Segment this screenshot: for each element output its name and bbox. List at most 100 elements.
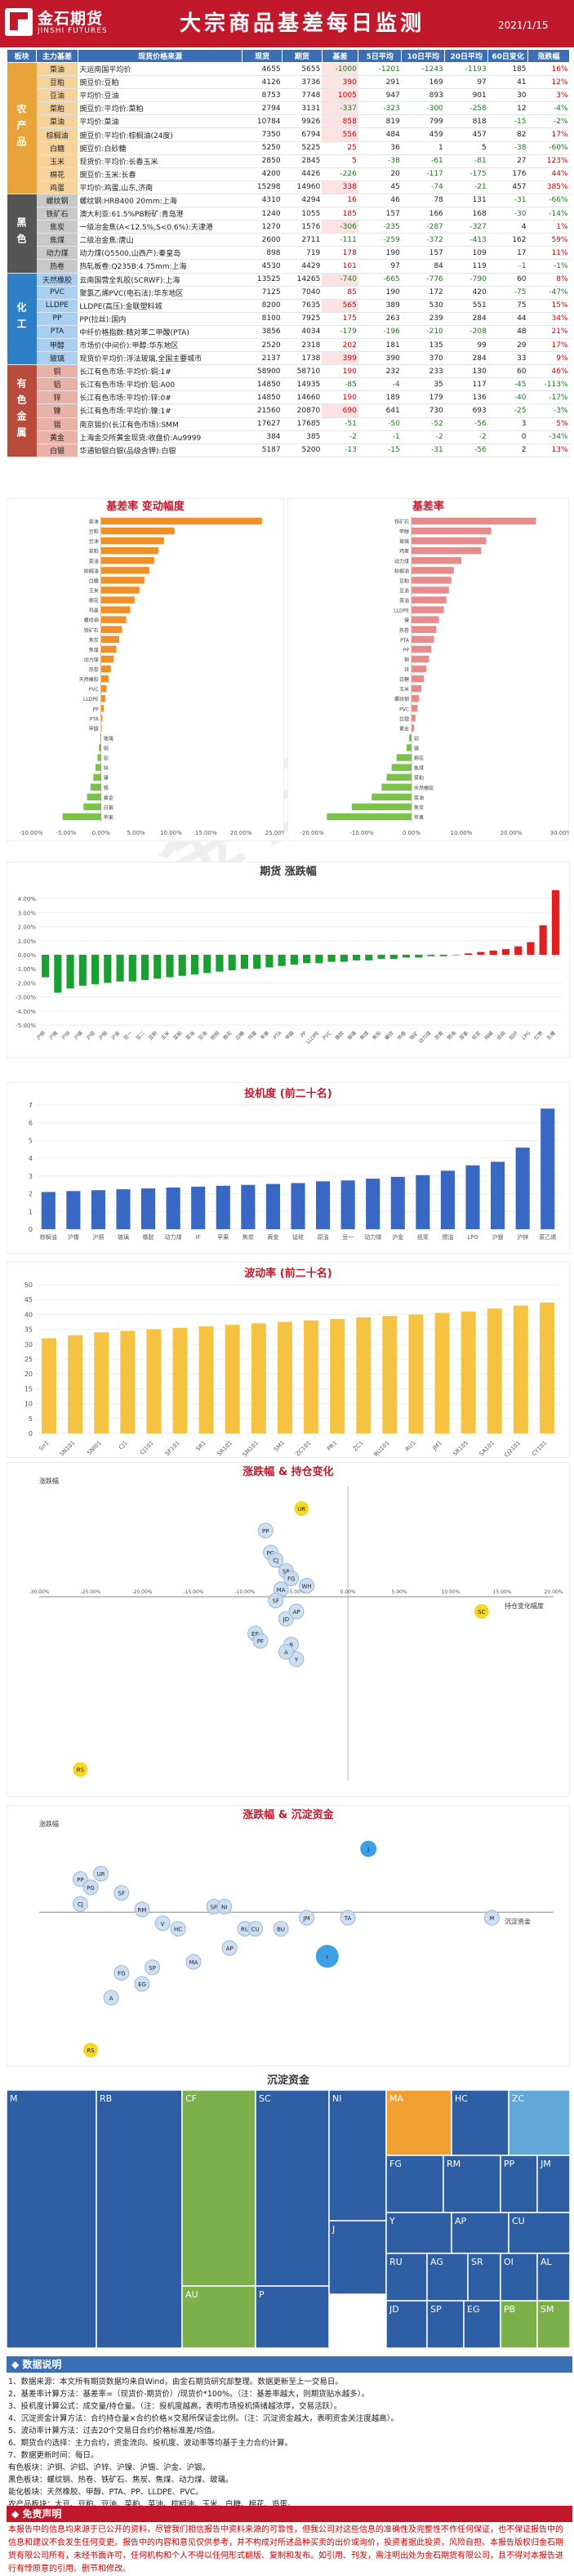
point-label: J — [367, 1847, 369, 1853]
treemap-label: SR — [471, 2257, 483, 2267]
bar — [100, 626, 122, 633]
table-cell: -111 — [322, 233, 358, 247]
tick-label: 0 — [29, 1226, 33, 1233]
table-cell: 399 — [322, 351, 358, 366]
table-cell: 556 — [322, 127, 358, 142]
bar-label: PTA — [90, 716, 100, 722]
basis-rate-change-chart: 基差率 变动幅度菜油豆粕豆油菜粕菜油棕榈油白糖玉米棉花鸡蛋螺纹钢铁矿石焦炭焦煤动… — [7, 498, 284, 841]
commodity-name: PP — [36, 312, 78, 326]
bar-label: LLDPE — [83, 697, 99, 702]
table-cell: 1576 — [282, 220, 323, 234]
table-cell: -1 — [358, 430, 402, 444]
bar — [412, 675, 425, 683]
bar-label: 菜油 — [414, 795, 424, 801]
table-row: LLDPE LLDPE(高压):金联塑料城 8200 7635 565 389 530 551… — [7, 299, 570, 313]
tick-label: 15 — [24, 1385, 33, 1393]
note-line: 有色板块：沪铜、沪铝、沪锌、沪镍、沪锡、沪金、沪银。 — [8, 2463, 211, 2472]
bar-label: 豆一 — [342, 1234, 354, 1241]
bar-label: 沪锌 — [517, 1233, 528, 1241]
point-label: RS — [87, 2048, 95, 2054]
table-row: 铁矿石 澳大利亚:61.5%PB粉矿:青岛港 1240 1055 185 157 166 16… — [7, 207, 570, 221]
treemap-label: PP — [504, 2159, 515, 2169]
table-row: 棕榈油 豌豆价:平均价:棕榈油(24度) 7350 6794 556 484 459 457 8… — [7, 127, 570, 142]
table-row: 鸡蛋 平均价:鸡蛋,山东,济南 15298 14960 338 45 -74 -21 457 38… — [7, 180, 570, 194]
note-line: 2、基差率计算方法：基差率=（现货价-期货价）/现货价*100%。（注：基差率越… — [8, 2390, 370, 2399]
bar-label: 铁矿石 — [84, 627, 99, 634]
table-cell: -34% — [527, 430, 570, 444]
treemap-label: ZC — [512, 2093, 525, 2104]
bar — [412, 724, 415, 732]
table-cell: 6794 — [282, 127, 323, 142]
commodity-name: 菜油 — [36, 62, 78, 77]
bar — [54, 955, 62, 993]
point-label: TA — [344, 1915, 352, 1922]
commodity-name: 铝 — [36, 377, 78, 392]
treemap-cell — [181, 2089, 256, 2287]
point-label: RU — [241, 1927, 249, 1933]
bar-label: 天然橡胶 — [414, 785, 434, 791]
table-cell: -17% — [527, 390, 570, 405]
bar-label: IF — [196, 1234, 201, 1241]
bar-label: 豆油 — [399, 588, 409, 595]
tick-label: 40 — [24, 1311, 33, 1318]
bar — [91, 955, 100, 985]
table-cell: 8200 — [242, 299, 283, 313]
point-label: NI — [221, 1905, 227, 1911]
table-cell: 457 — [444, 127, 488, 142]
bar — [513, 1305, 528, 1433]
table-row: 玉米 现货价:平均价:长春玉米 2850 2845 5 -38 -61 -81 27 123% — [7, 154, 570, 168]
point-label: AP — [292, 1609, 300, 1616]
note-line: 3、投机度计算公式：成交量/持仓量。（注：投机度越高，表明市场投机情绪越浓厚，交… — [8, 2402, 342, 2411]
col-header: 60日变化 — [487, 49, 529, 63]
table-cell: 5 — [322, 154, 358, 168]
tick-label: 15.00% — [195, 830, 217, 836]
table-cell: -208 — [444, 325, 488, 339]
disclaimer-heading: ◆ 免责声明 — [7, 2506, 572, 2522]
table-cell: 84 — [401, 259, 445, 274]
bar — [412, 517, 536, 525]
col-header: 现货 — [242, 49, 283, 63]
point-label: FG — [118, 1971, 125, 1977]
treemap-label: EG — [467, 2304, 479, 2315]
data-point — [315, 1945, 339, 1968]
bar-label: LLDPE — [394, 608, 409, 614]
table-cell: 4034 — [282, 325, 323, 339]
treemap-label: PB — [504, 2304, 515, 2315]
table-cell: -113% — [527, 377, 570, 392]
bar-label: 鸡蛋 — [89, 608, 99, 614]
tick-label: 0.00% — [18, 952, 37, 959]
note-line: 5、波动率计算方法：过去20个交易日合约价格标准差/均值。 — [8, 2427, 220, 2436]
treemap-cell — [7, 2089, 97, 2348]
bar — [391, 764, 412, 771]
table-cell: 97 — [444, 75, 488, 90]
tick-label: -20.00% — [300, 830, 324, 836]
bar — [427, 955, 435, 956]
bar — [412, 715, 416, 722]
tick-label: 10.00% — [451, 830, 473, 836]
table-row: 镍长江有色市场:平均价:镍:1# 21560 20870 690 641 730 693 -2… — [7, 403, 570, 418]
table-cell: 119 — [444, 259, 488, 274]
bar — [315, 955, 323, 964]
bar-label: 锌 — [104, 765, 109, 772]
treemap-cell — [255, 2285, 330, 2348]
table-cell: 99 — [444, 338, 488, 353]
data-point — [216, 1899, 233, 1914]
table-cell: -25 — [487, 403, 528, 418]
table-cell: -1243 — [401, 62, 445, 77]
table-cell: LLDPE(高压):金联塑料城 — [78, 299, 243, 313]
company-logo: 金石期货 JINSHI FUTURES — [5, 7, 107, 39]
bar — [539, 1302, 554, 1433]
bar — [412, 547, 482, 555]
point-label: Y — [294, 1657, 299, 1664]
table-cell: 693 — [444, 403, 488, 418]
bar — [93, 773, 101, 781]
table-cell: 239 — [401, 312, 445, 326]
chart-title: 波动率 (前二十名) — [244, 1267, 331, 1280]
table-cell: -13 — [322, 443, 358, 457]
table-cell: 13% — [527, 443, 570, 457]
disclaimer-text: 本报告中的信息均来源于已公开的资料，尽管我们相信报告中资料来源的可靠性，但我公司… — [8, 2525, 563, 2574]
treemap-cell — [385, 2300, 428, 2348]
treemap-label: MA — [389, 2093, 403, 2104]
